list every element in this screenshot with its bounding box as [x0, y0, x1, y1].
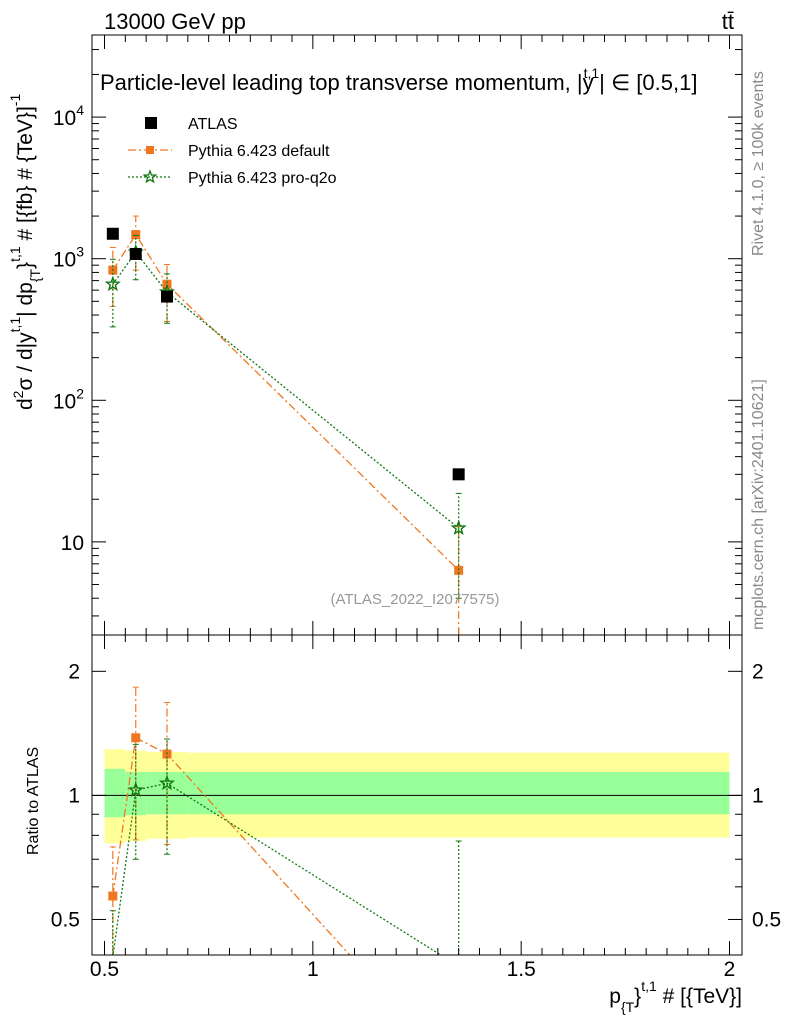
pythia-default-point: [454, 565, 464, 575]
ratio-band-inner: [104, 768, 126, 818]
x-axis-label: p{T}t,1 # [{TeV}]: [609, 978, 742, 1015]
ratio-y-tick-label-right: 0.5: [752, 908, 781, 931]
ratio-uncertainty-bands: [104, 749, 730, 844]
ratio-y-tick-label-right: 2: [752, 660, 764, 683]
ratio-pythia-proq2o-line: [112, 782, 442, 955]
ratio-y-axis-label: Ratio to ATLAS: [25, 747, 42, 855]
main-y-tick-label: 10: [61, 532, 84, 555]
main-y-tick-label: 102: [53, 385, 84, 413]
x-tick-label: 1: [307, 958, 319, 981]
ratio-band-inner: [187, 771, 730, 815]
mcplots-label: mcplots.cern.ch [arXiv:2401.10621]: [750, 379, 767, 630]
pythia-proq2o-point: [450, 519, 467, 536]
atlas-point: [106, 227, 119, 240]
chart-title: Particle-level leading top transverse mo…: [100, 65, 697, 95]
ratio-y-tick-label: 0.5: [51, 908, 80, 931]
ratio-pythia-default-point: [108, 891, 118, 901]
legend-label-atlas: ATLAS: [188, 116, 238, 133]
ratio-y-tick-label: 1: [68, 784, 80, 807]
legend-marker-pythia-proq2o: [142, 169, 158, 184]
analysis-watermark: (ATLAS_2022_I2077575): [330, 591, 499, 608]
x-tick-label: 0.5: [90, 958, 119, 981]
main-y-tick-label: 103: [53, 244, 84, 272]
ratio-pythia-default-point: [131, 733, 141, 743]
main-panel: 10 102 103 104 Particle-level leading top t…: [7, 34, 743, 636]
ratio-pythia-proq2o-point: [127, 781, 144, 797]
ratio-pythia-proq2o-point: [158, 774, 176, 791]
ratio-panel: 0.5 0.5 1 1 2 2 0.5 1 1.5 2 Ratio to ATLAS p{T}t,…: [25, 634, 781, 1015]
atlas-point: [452, 468, 465, 481]
main-y-axis-label: d2σ / d|yt,1| dp{T}t,1 # [{fb} # {TeV}]-…: [7, 94, 43, 410]
atlas-point: [129, 247, 142, 260]
legend-marker-atlas: [145, 117, 157, 129]
header-collision-label: 13000 GeV pp: [104, 9, 246, 34]
main-y-ticks: 10 102 103 104: [53, 35, 742, 635]
main-y-tick-label: 104: [53, 102, 84, 130]
legend-label-pythia-default: Pythia 6.423 default: [188, 143, 330, 160]
x-tick-label: 2: [724, 958, 736, 981]
ratio-y-tick-label: 2: [68, 660, 80, 683]
legend-label-pythia-proq2o: Pythia 6.423 pro-q2o: [188, 170, 337, 187]
header-process-label: tt̄: [722, 9, 734, 34]
pythia-default-point: [131, 230, 141, 240]
atlas-point: [161, 290, 173, 303]
ratio-ticks: 0.5 0.5 1 1 2 2 0.5 1 1.5 2: [51, 635, 781, 981]
pythia-proq2o-point: [104, 275, 121, 292]
ratio-series-group: [108, 686, 462, 955]
main-series-group: [104, 215, 467, 636]
pythia-default-line: [112, 233, 460, 571]
pythia-proq2o-line: [112, 251, 460, 529]
rivet-label: Rivet 4.1.0, ≥ 100k events: [750, 71, 767, 256]
legend-marker-pythia-default: [146, 146, 154, 154]
ratio-y-tick-label-right: 1: [752, 784, 764, 807]
ratio-pythia-default-line: [112, 736, 351, 955]
legend: ATLAS Pythia 6.423 default Pythia 6.423 …: [128, 116, 337, 187]
x-tick-label: 1.5: [507, 958, 536, 981]
